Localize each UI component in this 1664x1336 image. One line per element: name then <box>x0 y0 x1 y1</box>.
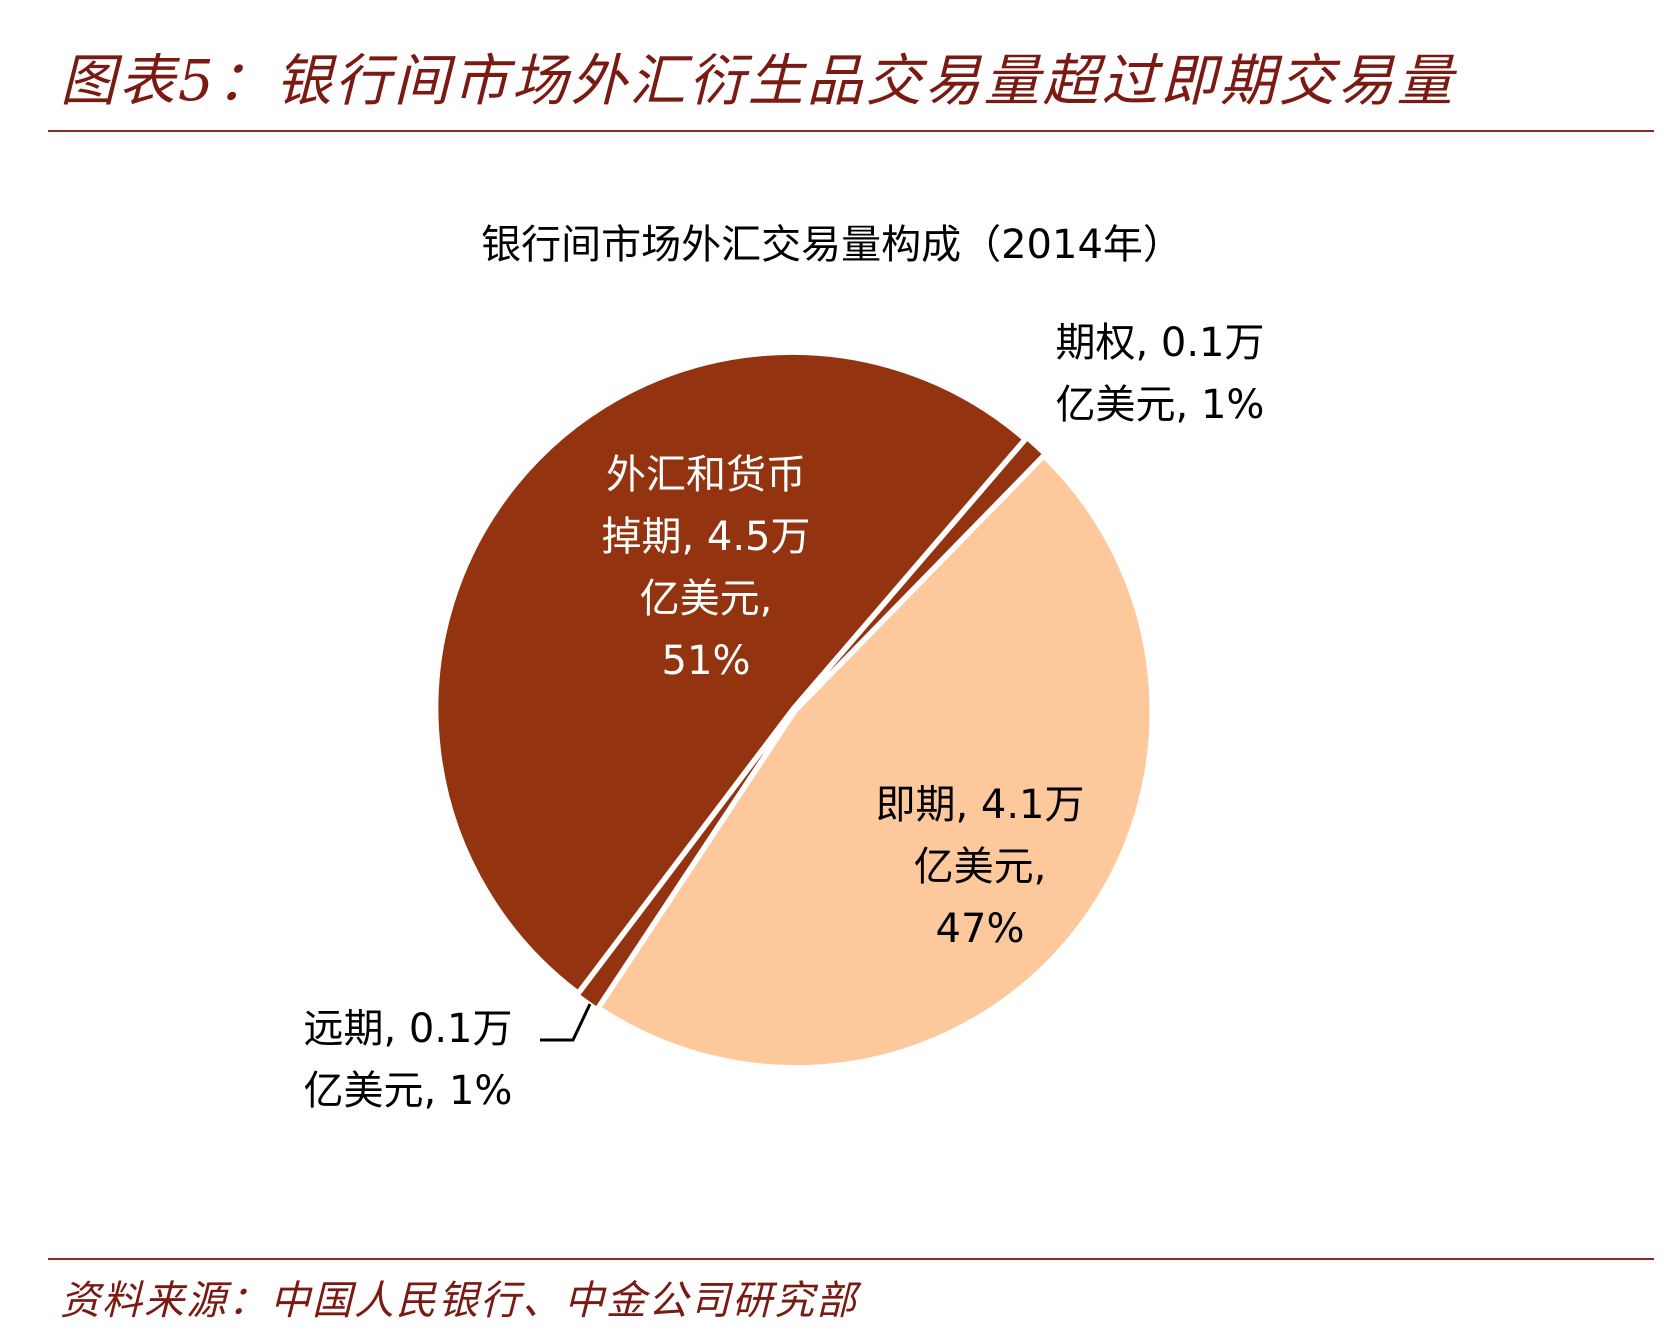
slice-label-line: 亿美元, <box>914 844 1047 890</box>
slice-label-line: 亿美元, <box>640 576 773 622</box>
chart-title: 银行间市场外汇交易量构成（2014年） <box>481 222 1183 268</box>
slice-label-line: 期权, 0.1万 <box>1055 320 1264 366</box>
slice-label-line: 远期, 0.1万 <box>303 1006 512 1052</box>
top-divider <box>48 130 1654 132</box>
slice-label-line: 即期, 4.1万 <box>875 782 1084 828</box>
slice-label-forward: 远期, 0.1万亿美元, 1% <box>303 1006 512 1114</box>
source-note: 资料来源：中国人民银行、中金公司研究部 <box>60 1278 858 1324</box>
slice-label-line: 掉期, 4.5万 <box>601 514 810 560</box>
slice-label-line: 51% <box>662 638 751 684</box>
pie-slice-option <box>794 437 1046 710</box>
figure-title: 图表5：银行间市场外汇衍生品交易量超过即期交易量 <box>60 49 1456 114</box>
pie-slice-spot <box>598 456 1153 1069</box>
pie-chart: 银行间市场外汇交易量构成（2014年） 期权, 0.1万亿美元, 1%即期, 4… <box>303 222 1264 1114</box>
slice-label-option: 期权, 0.1万亿美元, 1% <box>1055 320 1264 428</box>
pie-slices <box>435 351 1153 1069</box>
leader-line-forward <box>540 1003 592 1042</box>
slice-label-spot: 即期, 4.1万亿美元, 47% <box>875 782 1084 952</box>
slice-label-line: 亿美元, 1% <box>1056 382 1265 428</box>
bottom-divider <box>48 1258 1654 1260</box>
slice-label-line: 亿美元, 1% <box>304 1068 513 1114</box>
slice-label-line: 外汇和货币 <box>606 452 806 498</box>
pie-slice-forward <box>576 710 795 1010</box>
pie-slice-swap <box>435 351 1025 994</box>
slice-labels: 期权, 0.1万亿美元, 1%即期, 4.1万亿美元, 47%远期, 0.1万亿美… <box>303 320 1264 1114</box>
slice-label-swap: 外汇和货币掉期, 4.5万亿美元, 51% <box>601 452 810 684</box>
slice-label-line: 47% <box>936 906 1025 952</box>
